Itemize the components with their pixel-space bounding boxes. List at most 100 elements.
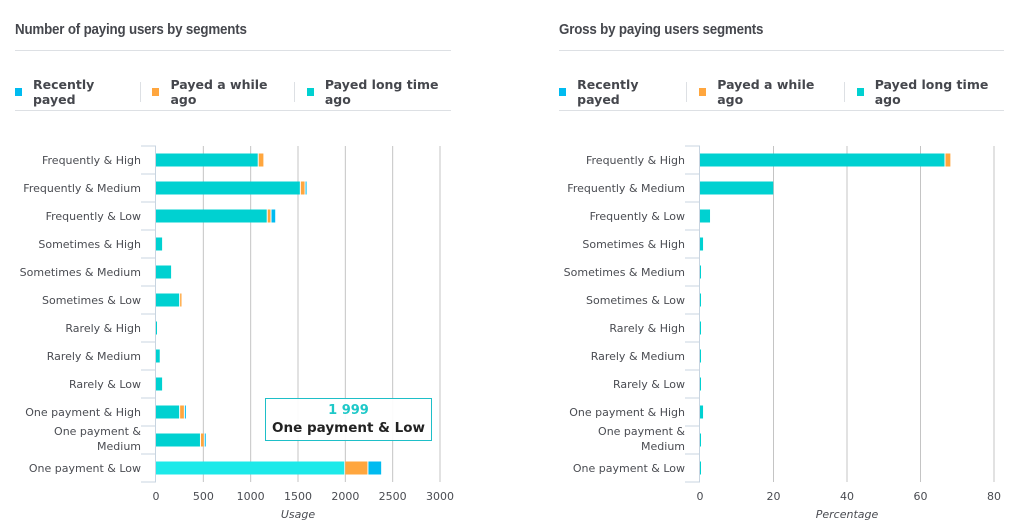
category-label: Frequently & Low — [590, 210, 685, 223]
legend-swatch-icon — [152, 88, 160, 96]
x-tick-label: 80 — [987, 490, 1001, 503]
divider — [15, 50, 451, 51]
x-tick-label: 500 — [193, 490, 214, 503]
category-label: One payment & High — [25, 406, 141, 419]
bar-payed-long-time-ago[interactable] — [156, 209, 267, 223]
bar-payed-a-while-ago[interactable] — [300, 181, 305, 195]
gross-by-segments-panel: Gross by paying users segments Recently … — [559, 0, 1004, 531]
category-label: Sometimes & Medium — [20, 266, 141, 279]
legend-item-payed-long-time-ago[interactable]: Payed long time ago — [856, 77, 1005, 107]
legend-item-recently-payed[interactable]: Recently payed — [15, 77, 128, 107]
category-label: One payment & Medium — [54, 425, 141, 453]
bar-payed-long-time-ago[interactable] — [700, 377, 701, 391]
category-label: One payment & Medium — [598, 425, 685, 453]
legend-item-recently-payed[interactable]: Recently payed — [559, 77, 674, 107]
users-by-segments-panel: Number of paying users by segments Recen… — [15, 0, 451, 531]
bar-payed-long-time-ago[interactable] — [700, 237, 704, 251]
bar-payed-long-time-ago[interactable] — [700, 153, 945, 167]
legend-swatch-icon — [306, 88, 314, 96]
bar-recently-payed[interactable] — [271, 209, 276, 223]
bar-payed-a-while-ago[interactable] — [267, 209, 271, 223]
divider — [559, 110, 1004, 111]
x-tick-label: 60 — [914, 490, 928, 503]
bar-payed-a-while-ago[interactable] — [200, 433, 204, 447]
x-axis-title: Usage — [281, 508, 316, 521]
bar-recently-payed[interactable] — [184, 405, 186, 419]
x-axis-title: Percentage — [816, 508, 879, 521]
legend-separator — [139, 82, 141, 102]
tooltip-label: One payment & Low — [272, 420, 425, 436]
category-label: Frequently & High — [42, 154, 141, 167]
bar-payed-long-time-ago[interactable] — [156, 405, 180, 419]
bar-payed-long-time-ago[interactable] — [156, 349, 160, 363]
x-tick-label: 1500 — [284, 490, 312, 503]
legend-swatch-icon — [559, 88, 567, 96]
bar-payed-long-time-ago[interactable] — [700, 349, 701, 363]
x-tick-label: 0 — [153, 490, 160, 503]
bar-payed-long-time-ago[interactable] — [156, 153, 258, 167]
legend-item-payed-while-ago[interactable]: Payed a while ago — [699, 77, 832, 107]
bar-payed-a-while-ago[interactable] — [345, 461, 368, 475]
bar-payed-long-time-ago[interactable] — [156, 265, 172, 279]
bar-recently-payed[interactable] — [368, 461, 382, 475]
legend-label: Payed long time ago — [874, 77, 989, 107]
legend-swatch-icon — [856, 88, 864, 96]
bar-payed-long-time-ago[interactable] — [156, 461, 345, 475]
bar-payed-a-while-ago[interactable] — [180, 293, 182, 307]
category-label: Rarely & High — [609, 322, 685, 335]
bar-payed-a-while-ago[interactable] — [258, 153, 264, 167]
bar-payed-long-time-ago[interactable] — [156, 181, 300, 195]
category-label: Rarely & Medium — [591, 350, 685, 363]
category-label: Sometimes & Low — [586, 294, 685, 307]
bar-payed-long-time-ago[interactable] — [700, 321, 701, 335]
divider — [559, 50, 1004, 51]
legend-separator — [843, 82, 845, 102]
category-label: Frequently & Medium — [23, 182, 141, 195]
bar-payed-long-time-ago[interactable] — [156, 321, 157, 335]
x-tick-label: 40 — [840, 490, 854, 503]
bar-payed-long-time-ago[interactable] — [156, 237, 163, 251]
bar-payed-long-time-ago[interactable] — [156, 293, 180, 307]
category-label: Sometimes & Medium — [564, 266, 685, 279]
category-label: Rarely & Medium — [47, 350, 141, 363]
bar-recently-payed[interactable] — [305, 181, 307, 195]
category-label: Rarely & Low — [69, 378, 141, 391]
legend-swatch-icon — [699, 88, 707, 96]
category-label: Frequently & High — [586, 154, 685, 167]
bar-payed-long-time-ago[interactable] — [156, 377, 163, 391]
legend-item-payed-long-time-ago[interactable]: Payed long time ago — [306, 77, 451, 107]
legend-label: Payed long time ago — [324, 77, 439, 107]
chart-tooltip: 1 999 One payment & Low — [265, 398, 432, 441]
bar-payed-long-time-ago[interactable] — [700, 461, 701, 475]
x-tick-label: 2500 — [379, 490, 407, 503]
bar-payed-long-time-ago[interactable] — [700, 293, 701, 307]
legend: Recently payed Payed a while ago Payed l… — [559, 77, 1005, 107]
x-tick-label: 3000 — [426, 490, 454, 503]
legend-swatch-icon — [15, 88, 22, 96]
bar-payed-long-time-ago[interactable] — [700, 433, 701, 447]
x-tick-label: 2000 — [331, 490, 359, 503]
bar-payed-long-time-ago[interactable] — [700, 265, 701, 279]
category-label: One payment & High — [569, 406, 685, 419]
legend-label: Payed a while ago — [170, 77, 268, 107]
category-label: Frequently & Medium — [567, 182, 685, 195]
bar-payed-a-while-ago[interactable] — [945, 153, 951, 167]
bar-payed-long-time-ago[interactable] — [700, 209, 711, 223]
x-tick-label: 20 — [767, 490, 781, 503]
legend-item-payed-while-ago[interactable]: Payed a while ago — [152, 77, 282, 107]
category-label: One payment & Low — [573, 462, 685, 475]
category-label: Frequently & Low — [46, 210, 141, 223]
bar-payed-long-time-ago[interactable] — [700, 405, 704, 419]
x-tick-label: 1000 — [237, 490, 265, 503]
legend: Recently payed Payed a while ago Payed l… — [15, 77, 451, 107]
legend-label: Recently payed — [32, 77, 95, 107]
bar-recently-payed[interactable] — [204, 433, 206, 447]
legend-label: Payed a while ago — [717, 77, 815, 107]
bar-payed-a-while-ago[interactable] — [180, 405, 184, 419]
category-label: One payment & Low — [29, 462, 141, 475]
category-label: Sometimes & Low — [42, 294, 141, 307]
bar-payed-long-time-ago[interactable] — [156, 433, 200, 447]
bar-payed-long-time-ago[interactable] — [700, 181, 774, 195]
chart-title: Gross by paying users segments — [559, 22, 764, 38]
